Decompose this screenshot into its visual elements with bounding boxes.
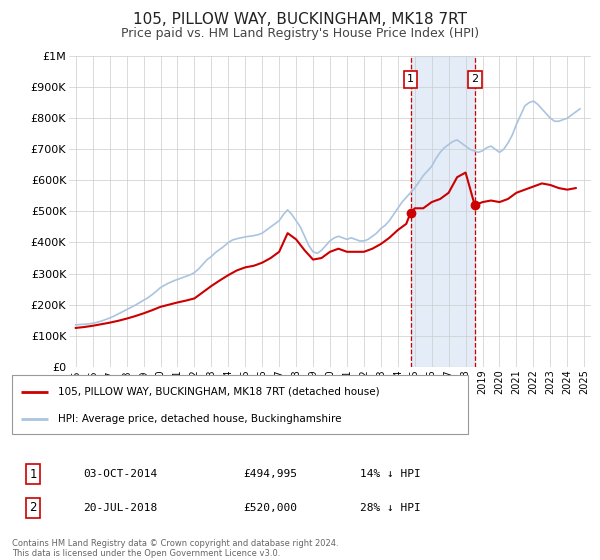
Text: 14% ↓ HPI: 14% ↓ HPI (359, 469, 421, 479)
Text: 03-OCT-2014: 03-OCT-2014 (83, 469, 157, 479)
Text: 105, PILLOW WAY, BUCKINGHAM, MK18 7RT: 105, PILLOW WAY, BUCKINGHAM, MK18 7RT (133, 12, 467, 27)
Text: 2: 2 (29, 501, 37, 515)
Text: 20-JUL-2018: 20-JUL-2018 (83, 503, 157, 513)
Text: 2: 2 (471, 74, 478, 85)
Text: HPI: Average price, detached house, Buckinghamshire: HPI: Average price, detached house, Buck… (58, 414, 341, 424)
Text: 105, PILLOW WAY, BUCKINGHAM, MK18 7RT (detached house): 105, PILLOW WAY, BUCKINGHAM, MK18 7RT (d… (58, 386, 379, 396)
FancyBboxPatch shape (12, 375, 468, 434)
Text: 28% ↓ HPI: 28% ↓ HPI (359, 503, 421, 513)
Text: Price paid vs. HM Land Registry's House Price Index (HPI): Price paid vs. HM Land Registry's House … (121, 27, 479, 40)
Text: £520,000: £520,000 (243, 503, 297, 513)
Text: Contains HM Land Registry data © Crown copyright and database right 2024.
This d: Contains HM Land Registry data © Crown c… (12, 539, 338, 558)
Text: £494,995: £494,995 (243, 469, 297, 479)
Bar (410, 56, 475, 367)
Text: 1: 1 (29, 468, 37, 481)
Text: 1: 1 (407, 74, 414, 85)
